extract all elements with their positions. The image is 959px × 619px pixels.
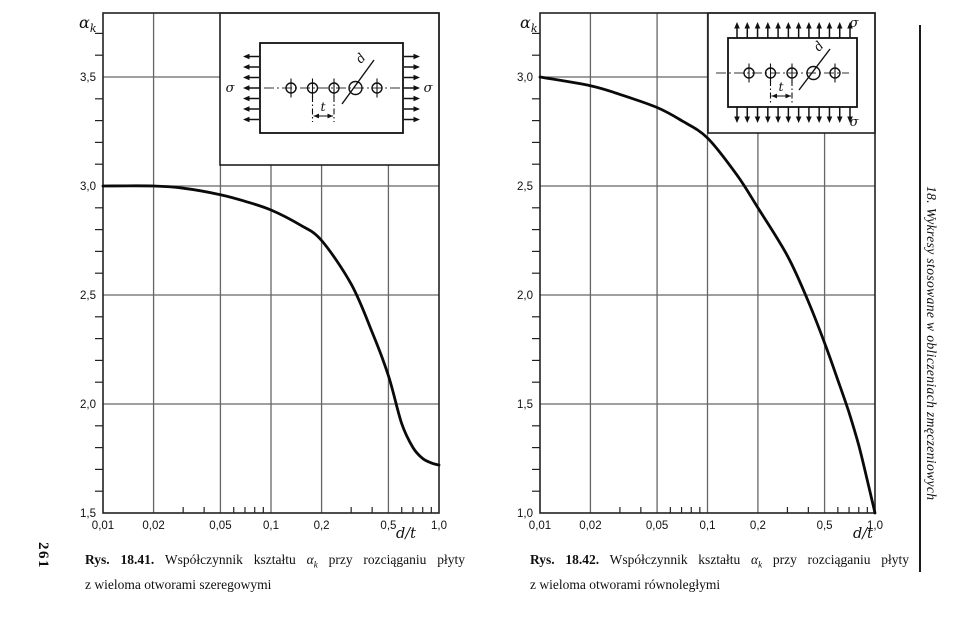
running-head: 18. Wykresy stosowane w obliczeniach zmę… bbox=[924, 186, 939, 501]
t-label: t bbox=[778, 79, 784, 94]
figure-number: Rys. 18.42. bbox=[530, 552, 600, 567]
figure-number: Rys. 18.41. bbox=[85, 552, 155, 567]
y-tick-label: 2,0 bbox=[80, 399, 96, 411]
caption-line2: z wieloma otworami szeregowymi bbox=[85, 576, 272, 592]
caption-rys-18-42: Rys. 18.42. Współczynnik kształtu αk prz… bbox=[530, 550, 909, 594]
x-tick-label: 0,5 bbox=[817, 520, 833, 532]
y-tick-label: 1,0 bbox=[517, 508, 533, 520]
x-tick-label: 0,2 bbox=[750, 520, 766, 532]
x-tick-label: 0,5 bbox=[380, 520, 396, 532]
tension-arrows bbox=[243, 53, 420, 123]
x-tick-label: 0,05 bbox=[646, 520, 668, 532]
alpha-k-symbol: αk bbox=[751, 552, 763, 570]
sigma-label: σ bbox=[850, 115, 860, 130]
x-tick-label: 0,02 bbox=[579, 520, 601, 532]
plate-outline bbox=[727, 37, 858, 108]
caption-text: przy rozciąganiu płyty bbox=[772, 552, 909, 567]
x-axis-label: d/t bbox=[396, 526, 416, 542]
x-tick-label: 1,0 bbox=[431, 520, 447, 532]
x-tick-label: 0,01 bbox=[92, 520, 114, 532]
hole bbox=[806, 65, 821, 81]
x-tick-label: 0,01 bbox=[529, 520, 551, 532]
margin-rule bbox=[919, 25, 921, 572]
x-axis-label: d/t bbox=[853, 526, 873, 542]
plot-frame bbox=[539, 12, 876, 514]
minor-ticks bbox=[95, 32, 432, 513]
x-tick-label: 0,1 bbox=[700, 520, 716, 532]
sigma-label: σ bbox=[424, 81, 434, 96]
caption-line1: Rys. 18.42. Współczynnik kształtu αk prz… bbox=[530, 550, 909, 575]
x-tick-label: 0,05 bbox=[209, 520, 231, 532]
y-tick-label: 3,5 bbox=[80, 72, 96, 84]
diameter-line bbox=[798, 48, 831, 91]
caption-line2: z wieloma otworami równoległymi bbox=[530, 576, 721, 592]
tick-labels: 1,5 2,0 2,5 3,0 3,5 0,01 0,02 0,05 0,1 0,2 0,5 1,0 bbox=[80, 72, 447, 532]
x-tick-label: 1,0 bbox=[867, 520, 883, 532]
page-number: 261 bbox=[35, 542, 51, 569]
y-tick-label: 1,5 bbox=[517, 399, 533, 411]
curve------18-42 bbox=[538, 75, 877, 515]
y-axis-label: αk bbox=[520, 13, 538, 35]
y-tick-label: 2,5 bbox=[80, 290, 96, 302]
x-tick-label: 0,2 bbox=[314, 520, 330, 532]
caption-text: Współczynnik kształtu bbox=[164, 552, 296, 567]
holes bbox=[743, 63, 841, 83]
hole bbox=[348, 80, 363, 96]
tick-labels: 1,0 1,5 2,0 2,5 3,0 0,01 0,02 0,05 0,1 0,2 0,5 1,0 bbox=[517, 72, 883, 532]
caption-rys-18-41: Rys. 18.41. Współczynnik kształtu αk prz… bbox=[85, 550, 465, 594]
y-tick-label: 3,0 bbox=[517, 72, 533, 84]
caption-text: Współczynnik kształtu bbox=[609, 552, 741, 567]
holes bbox=[285, 78, 383, 98]
sigma-label: σ bbox=[226, 81, 236, 96]
y-tick-label: 2,0 bbox=[517, 290, 533, 302]
x-tick-label: 0,1 bbox=[263, 520, 279, 532]
diameter-line bbox=[341, 59, 375, 105]
curve------18-41 bbox=[101, 184, 441, 467]
t-label: t bbox=[320, 99, 326, 114]
plate-outline bbox=[259, 42, 404, 134]
pitch-dimension bbox=[311, 96, 335, 122]
sigma-label: σ bbox=[850, 16, 860, 31]
pitch-dimension bbox=[769, 80, 793, 103]
x-tick-label: 0,02 bbox=[142, 520, 164, 532]
caption-text: przy rozciąganiu płyty bbox=[328, 552, 466, 567]
y-axis-label: αk bbox=[79, 13, 97, 35]
plot-frame bbox=[102, 12, 440, 514]
y-tick-label: 1,5 bbox=[80, 508, 96, 520]
alpha-k-symbol: αk bbox=[306, 552, 318, 570]
minor-ticks bbox=[532, 32, 868, 513]
tension-arrows bbox=[734, 22, 853, 123]
y-tick-label: 2,5 bbox=[517, 181, 533, 193]
y-tick-label: 3,0 bbox=[80, 181, 96, 193]
caption-line1: Rys. 18.41. Współczynnik kształtu αk prz… bbox=[85, 550, 465, 575]
